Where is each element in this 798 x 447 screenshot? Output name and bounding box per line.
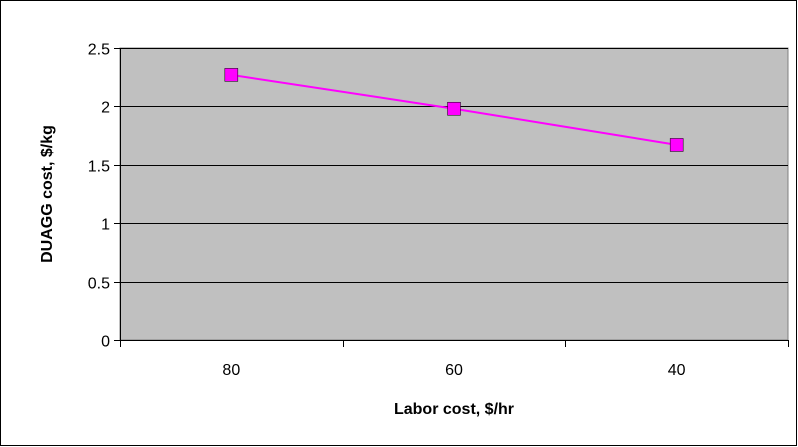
x-tick-label: 80 xyxy=(222,362,240,379)
y-axis-title: DUAGG cost, $/kg xyxy=(39,125,56,263)
y-tick-labels: 0 0.5 1 1.5 2 2.5 xyxy=(88,42,110,351)
y-tick-label: 2 xyxy=(101,100,110,117)
y-tick-label: 1.5 xyxy=(88,159,110,176)
plot-area xyxy=(119,47,789,341)
x-tick-label: 60 xyxy=(445,362,463,379)
axes xyxy=(114,48,789,347)
y-tick-label: 2.5 xyxy=(88,42,110,59)
data-point-marker xyxy=(669,138,684,152)
y-tick-label: 1 xyxy=(101,217,110,234)
x-tick-labels: 80 60 40 xyxy=(222,362,685,379)
data-point-marker xyxy=(224,68,239,82)
series-group xyxy=(224,68,684,152)
x-axis-title: Labor cost, $/hr xyxy=(394,401,514,418)
x-tick-label: 40 xyxy=(668,362,686,379)
data-point-marker xyxy=(447,101,461,116)
y-tick-label: 0 xyxy=(101,334,110,351)
gridlines xyxy=(120,48,788,283)
y-tick-label: 0.5 xyxy=(88,276,110,293)
